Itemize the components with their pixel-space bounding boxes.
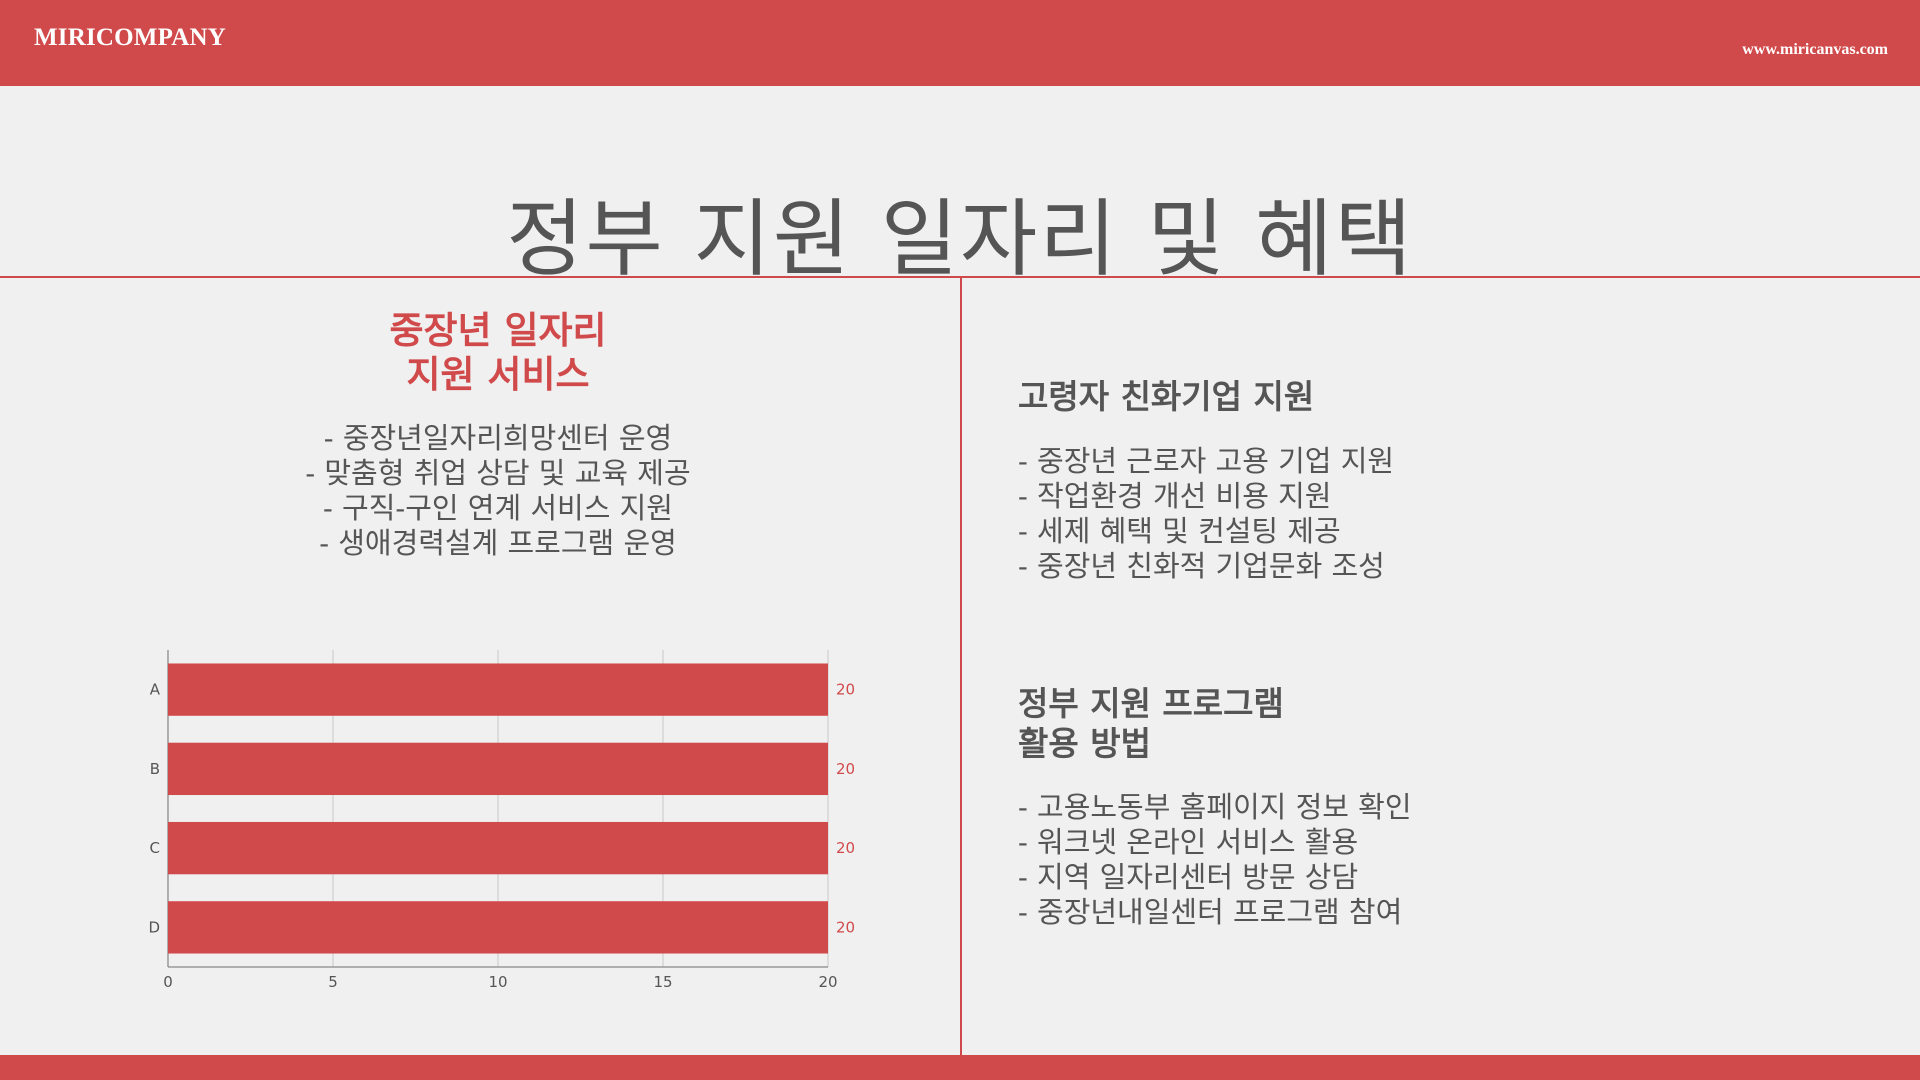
list-item: - 고용노동부 홈페이지 정보 확인	[1018, 790, 1412, 824]
right-section2-list: - 고용노동부 홈페이지 정보 확인 - 워크넷 온라인 서비스 활용 - 지역…	[1018, 790, 1412, 930]
x-tick-label: 20	[818, 973, 837, 990]
y-tick-label: B	[150, 760, 160, 778]
bar	[168, 901, 828, 954]
list-item: - 작업환경 개선 비용 지원	[1018, 479, 1332, 513]
list-item: - 중장년 친화적 기업문화 조성	[1018, 549, 1385, 583]
data-label: 20	[836, 760, 855, 778]
y-tick-label: C	[150, 839, 160, 857]
x-tick-label: 15	[653, 973, 672, 990]
list-item: - 워크넷 온라인 서비스 활용	[1018, 825, 1359, 859]
page-title: 정부 지원 일자리 및 혜택	[506, 190, 1414, 289]
column-divider	[960, 277, 962, 1055]
data-label: 20	[836, 839, 855, 857]
x-tick-label: 0	[163, 973, 173, 990]
bar	[168, 663, 828, 716]
bar-chart: A 20 B 20 C 20 D 20 0 5 10 15 20	[148, 650, 855, 990]
left-heading-line: 중장년 일자리	[389, 308, 607, 352]
list-item: - 중장년내일센터 프로그램 참여	[1018, 895, 1403, 929]
header-bar: MIRICOMPANY www.miricanvas.com	[0, 0, 1920, 86]
footer-bar	[0, 1055, 1920, 1080]
list-item: - 지역 일자리센터 방문 상담	[1018, 860, 1359, 894]
left-heading-line: 지원 서비스	[406, 352, 590, 396]
right-section1-heading: 고령자 친화기업 지원	[1018, 377, 1315, 416]
right-section2-heading: 정부 지원 프로그램 활용 방법	[1018, 684, 1284, 764]
data-label: 20	[836, 681, 855, 699]
bar	[168, 742, 828, 796]
y-tick-label: D	[148, 918, 160, 936]
list-item: - 중장년 근로자 고용 기업 지원	[1018, 444, 1395, 478]
y-tick-label: A	[150, 681, 161, 699]
website-url: www.miricanvas.com	[1742, 41, 1888, 58]
list-item: - 맞춤형 취업 상담 및 교육 제공	[305, 456, 691, 490]
list-item: - 구직-구인 연계 서비스 지원	[323, 491, 673, 525]
left-section-list: - 중장년일자리희망센터 운영 - 맞춤형 취업 상담 및 교육 제공 - 구직…	[198, 421, 798, 561]
bar	[168, 821, 828, 875]
x-tick-label: 10	[488, 973, 507, 990]
list-item: - 중장년일자리희망센터 운영	[323, 421, 673, 455]
list-item: - 생애경력설계 프로그램 운영	[319, 526, 677, 560]
right-section1-list: - 중장년 근로자 고용 기업 지원 - 작업환경 개선 비용 지원 - 세제 …	[1018, 444, 1394, 584]
brand-logo: MIRICOMPANY	[34, 24, 226, 51]
left-section-heading: 중장년 일자리 지원 서비스	[298, 308, 698, 396]
right-heading-line: 활용 방법	[1018, 724, 1151, 763]
x-tick-label: 5	[328, 973, 338, 990]
data-label: 20	[836, 918, 855, 936]
right-heading-line: 정부 지원 프로그램	[1018, 684, 1284, 723]
list-item: - 세제 혜택 및 컨설팅 제공	[1018, 514, 1341, 548]
